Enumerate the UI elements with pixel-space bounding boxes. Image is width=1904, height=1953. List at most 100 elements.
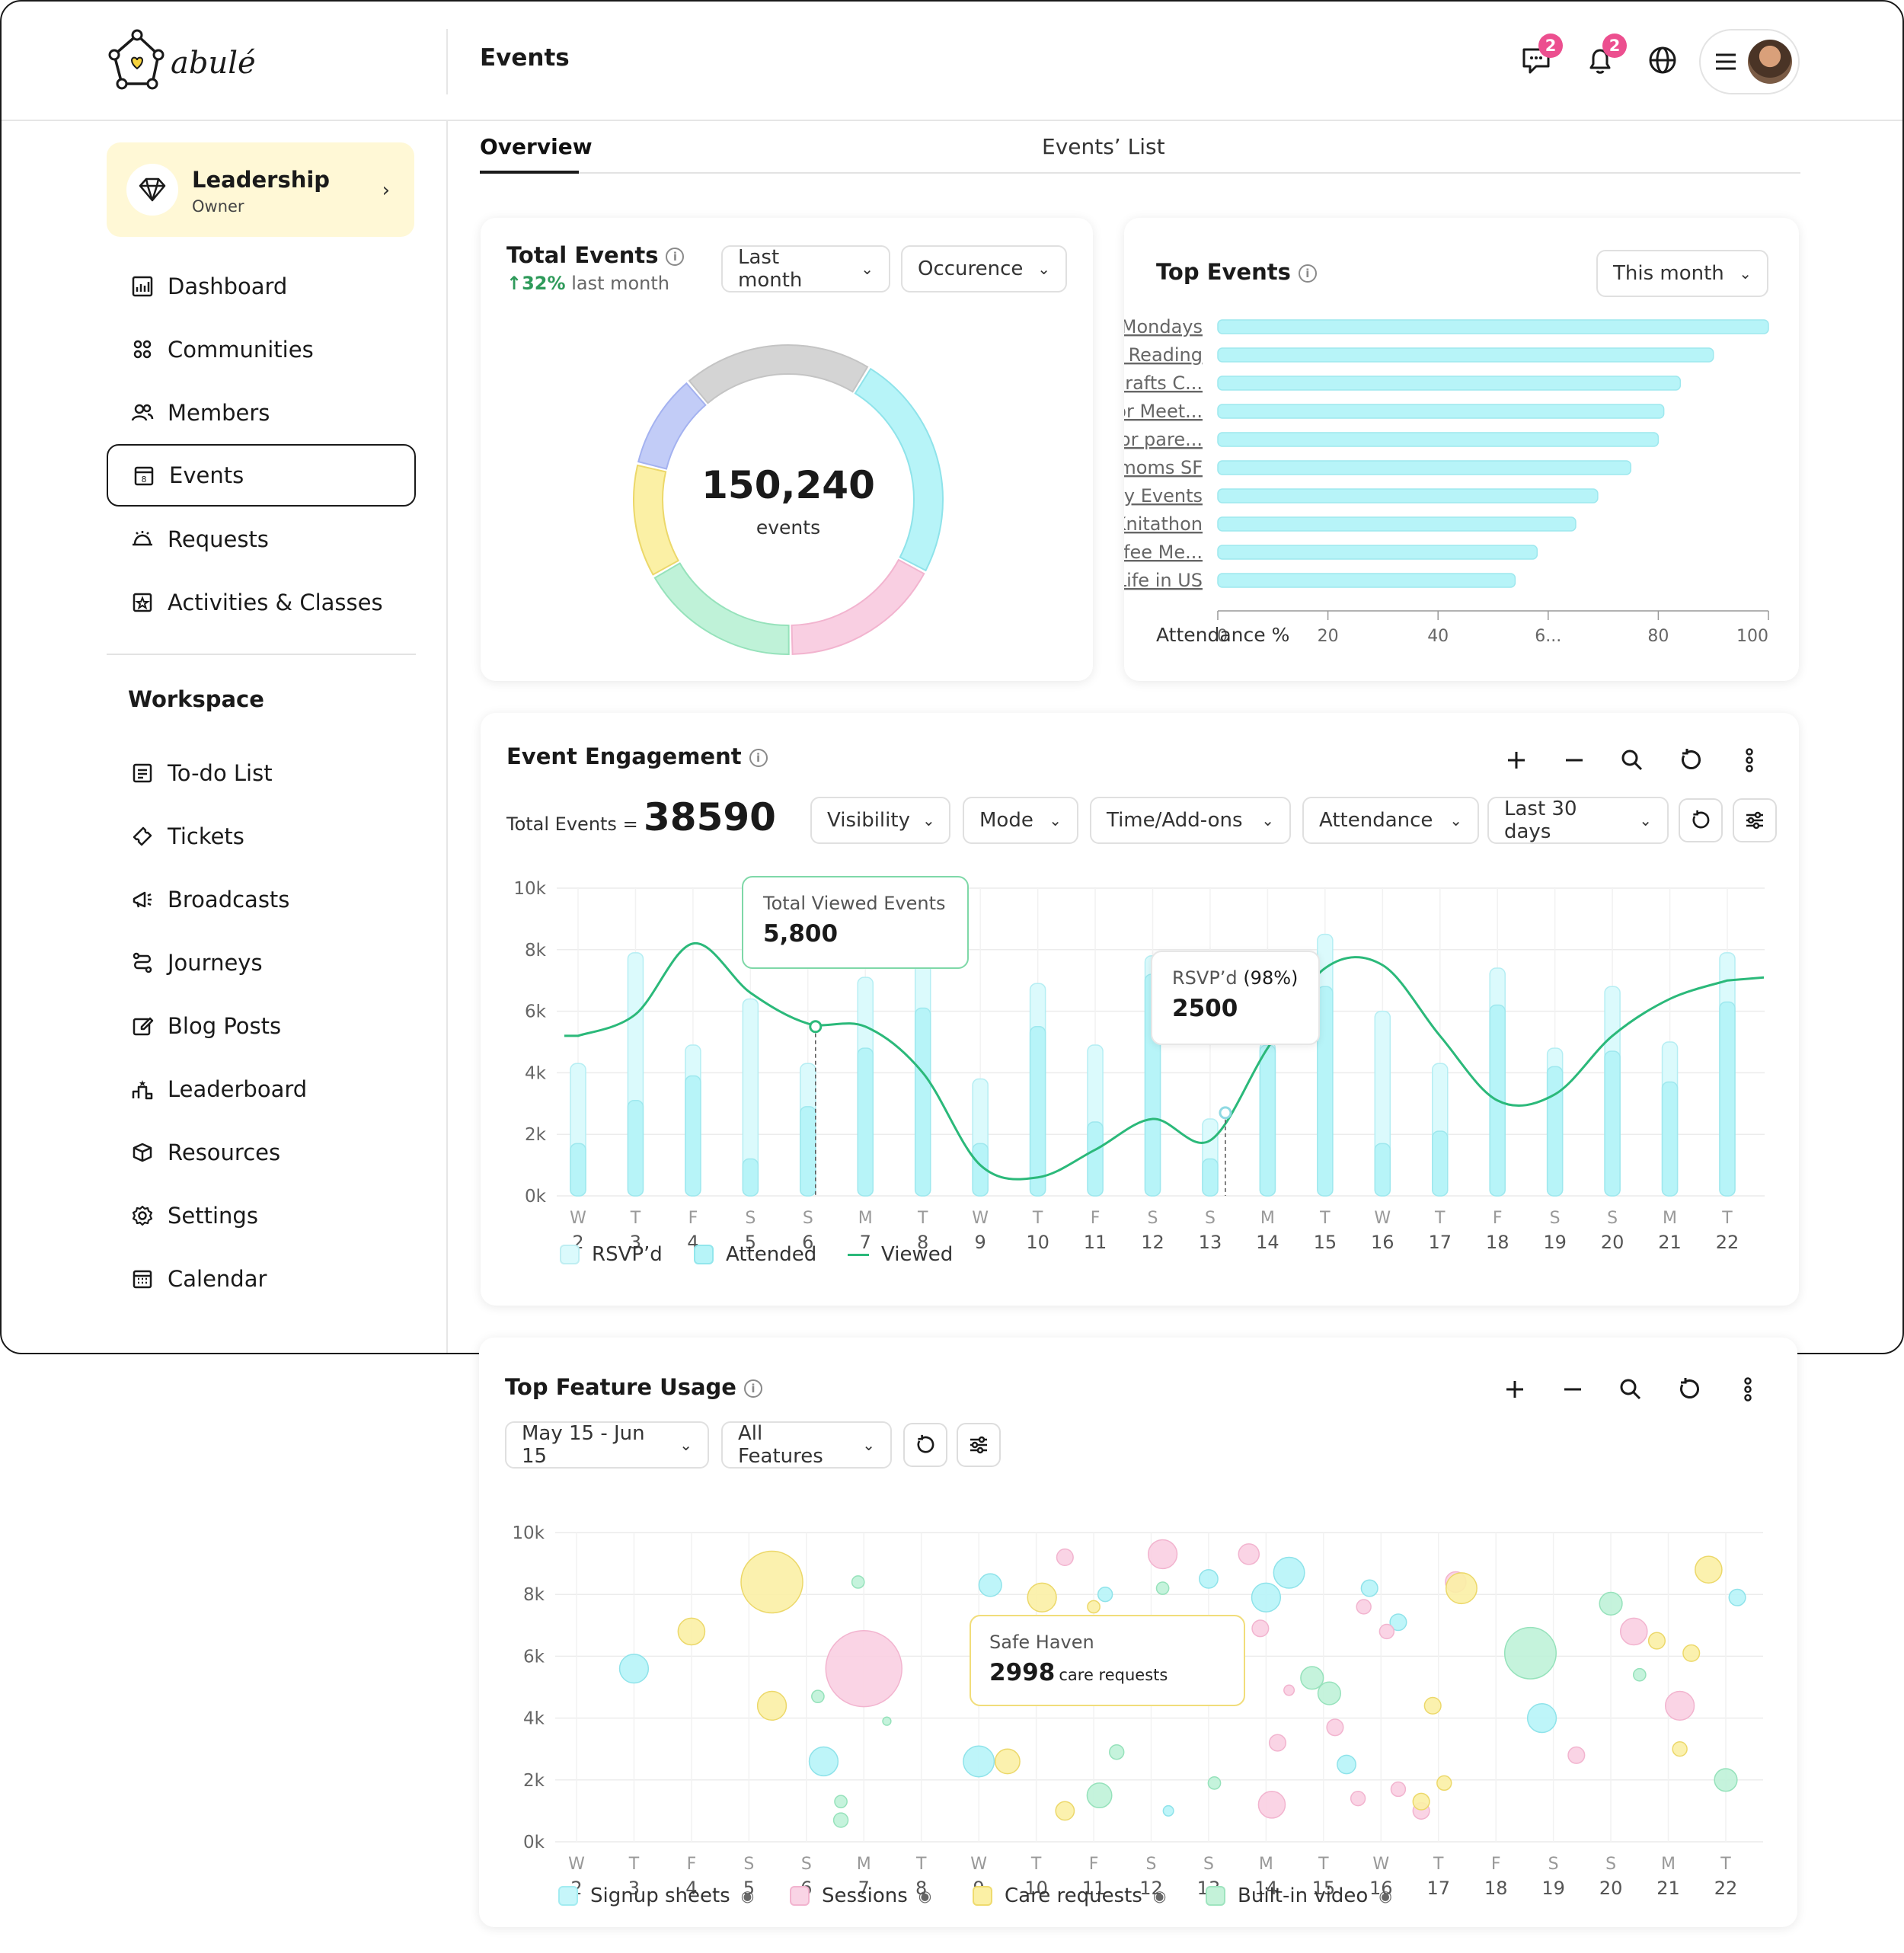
app-window: abulé Events 2 2 Leadership Owner › xyxy=(0,0,1904,1354)
chat-button[interactable]: 2 xyxy=(1517,34,1563,79)
x-day-label: T xyxy=(1721,1209,1733,1228)
legend-built-in-video[interactable]: Built-in video ◉ xyxy=(1206,1884,1392,1907)
features-dropdown[interactable]: All Features ⌄ xyxy=(721,1421,892,1469)
nav-communities[interactable]: Communities xyxy=(107,318,416,381)
search-button[interactable] xyxy=(1614,1373,1647,1406)
tooltip-value-row: 2998 care requests xyxy=(989,1659,1225,1686)
info-icon[interactable]: i xyxy=(666,248,685,266)
nav-calendar[interactable]: Calendar xyxy=(107,1248,416,1310)
eye-icon[interactable]: ◉ xyxy=(1378,1887,1392,1905)
info-icon[interactable]: i xyxy=(743,1379,762,1398)
refresh-filters-button[interactable] xyxy=(903,1423,947,1467)
nav-blog-posts[interactable]: Blog Posts xyxy=(107,995,416,1057)
eye-icon[interactable]: ◉ xyxy=(740,1887,755,1905)
more-vertical-icon xyxy=(1746,748,1753,772)
refresh-icon xyxy=(917,1434,934,1453)
attended-bar xyxy=(1546,1066,1564,1197)
filter-settings-button[interactable] xyxy=(1733,798,1777,842)
period-dropdown[interactable]: Last month ⌄ xyxy=(721,245,890,292)
top-event-label: Book Reading xyxy=(1124,344,1203,366)
date-range-dropdown[interactable]: May 15 - Jun 15 ⌄ xyxy=(505,1421,709,1469)
legend-sessions[interactable]: Sessions ◉ xyxy=(790,1884,931,1907)
filter-settings-button[interactable] xyxy=(957,1423,1001,1467)
tooltip-label-text: RSVP’d xyxy=(1172,967,1238,989)
legend-viewed[interactable]: Viewed xyxy=(848,1243,953,1266)
donut-chart xyxy=(633,344,944,655)
x-date-label: 14 xyxy=(1256,1232,1279,1253)
legend-attended[interactable]: Attended xyxy=(694,1243,816,1266)
bubble-pink xyxy=(1326,1718,1344,1737)
info-icon[interactable]: i xyxy=(749,749,768,767)
top-events-card: Top Events i This month ⌄ Mindful Mondays B… xyxy=(1124,218,1799,681)
search-button[interactable] xyxy=(1615,743,1649,777)
x-date-label: 7 xyxy=(860,1232,871,1253)
date-range-dropdown[interactable]: Last 30 days ⌄ xyxy=(1487,797,1669,844)
org-switcher[interactable]: Leadership Owner › xyxy=(107,142,414,237)
x-day-label: S xyxy=(743,1855,754,1874)
zoom-in-button[interactable] xyxy=(1500,743,1533,777)
x-date-label: 10 xyxy=(1026,1232,1049,1253)
x-axis-label: Attendance % xyxy=(1156,624,1289,646)
occurrence-dropdown[interactable]: Occurence ⌄ xyxy=(901,245,1067,292)
bubble-cyan xyxy=(1337,1754,1356,1775)
nav-broadcasts[interactable]: Broadcasts xyxy=(107,868,416,931)
reset-button[interactable] xyxy=(1674,743,1708,777)
nav-resources[interactable]: Resources xyxy=(107,1121,416,1184)
attended-bar xyxy=(685,1075,701,1197)
bubble-green xyxy=(1155,1581,1170,1595)
more-button[interactable] xyxy=(1731,1373,1765,1406)
nav-leaderboard[interactable]: Leaderboard xyxy=(107,1058,416,1120)
nav-events[interactable]: 8 Events xyxy=(107,444,416,507)
dropdown-value: Visibility xyxy=(827,809,910,832)
refresh-filters-button[interactable] xyxy=(1679,798,1723,842)
abule-logo[interactable]: abulé xyxy=(107,29,256,93)
month-dropdown[interactable]: This month ⌄ xyxy=(1596,250,1768,297)
nav-tickets[interactable]: Tickets xyxy=(107,805,416,868)
mode-dropdown[interactable]: Mode ⌄ xyxy=(963,797,1078,844)
y-tick-label: 4k xyxy=(523,1709,545,1729)
profile-menu[interactable] xyxy=(1699,29,1800,94)
time-addons-dropdown[interactable]: Time/Add-ons ⌄ xyxy=(1090,797,1291,844)
x-date-label: 17 xyxy=(1426,1878,1450,1899)
chevron-down-icon: ⌄ xyxy=(1037,260,1050,278)
y-tick-label: 0k xyxy=(525,1187,547,1207)
tab-events-list[interactable]: Events’ List xyxy=(1042,134,1165,159)
nav-members[interactable]: Members xyxy=(107,382,416,444)
bubble-green xyxy=(1503,1626,1557,1680)
zoom-out-button[interactable] xyxy=(1557,743,1591,777)
x-tick-label: 6... xyxy=(1535,627,1561,646)
nav-journeys[interactable]: Journeys xyxy=(107,932,416,994)
eye-icon[interactable]: ◉ xyxy=(918,1887,932,1905)
zoom-in-button[interactable] xyxy=(1498,1373,1532,1406)
tooltip-label: Safe Haven xyxy=(989,1632,1094,1653)
legend-rsvp[interactable]: RSVP’d xyxy=(560,1243,663,1266)
x-date-label: 4 xyxy=(685,1878,697,1899)
nav-settings[interactable]: Settings xyxy=(107,1184,416,1247)
visibility-dropdown[interactable]: Visibility ⌄ xyxy=(810,797,950,844)
nav-activities-classes[interactable]: Activities & Classes xyxy=(107,571,416,634)
legend-care-requests[interactable]: Care requests ◉ xyxy=(973,1884,1166,1907)
eye-icon[interactable]: ◉ xyxy=(1152,1887,1167,1905)
x-day-label: S xyxy=(1605,1855,1616,1874)
bubble-green xyxy=(1300,1666,1324,1690)
x-date-label: 11 xyxy=(1082,1878,1106,1899)
x-day-label: S xyxy=(801,1855,812,1874)
language-button[interactable] xyxy=(1644,41,1682,79)
legend-signup-sheets[interactable]: Signup sheets ◉ xyxy=(558,1884,754,1907)
notifications-button[interactable]: 2 xyxy=(1581,34,1627,79)
attendance-dropdown[interactable]: Attendance ⌄ xyxy=(1302,797,1479,844)
nav-todo-list[interactable]: To-do List xyxy=(107,742,416,804)
nav-requests[interactable]: Requests xyxy=(107,508,416,571)
x-date-label: 18 xyxy=(1484,1878,1508,1899)
legend-swatch xyxy=(790,1886,810,1906)
tab-overview[interactable]: Overview xyxy=(480,134,593,159)
bubble-pink xyxy=(1619,1617,1648,1646)
x-date-label: 11 xyxy=(1084,1232,1107,1253)
reset-button[interactable] xyxy=(1672,1373,1706,1406)
bubble-pink xyxy=(1283,1684,1295,1696)
top-event-bar xyxy=(1217,319,1769,334)
nav-dashboard[interactable]: Dashboard xyxy=(107,255,416,318)
more-button[interactable] xyxy=(1733,743,1766,777)
info-icon[interactable]: i xyxy=(1298,264,1317,283)
zoom-out-button[interactable] xyxy=(1556,1373,1589,1406)
